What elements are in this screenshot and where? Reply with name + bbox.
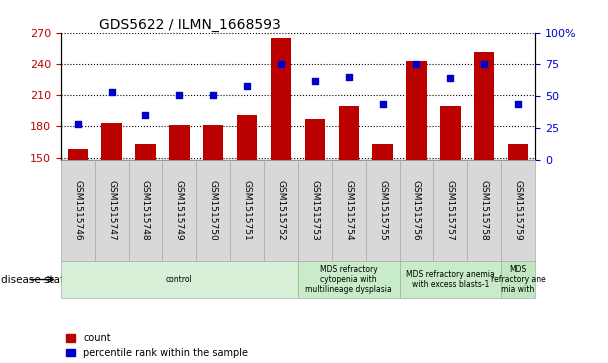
Point bbox=[310, 78, 320, 84]
Text: GSM1515749: GSM1515749 bbox=[175, 180, 184, 241]
Text: GSM1515747: GSM1515747 bbox=[107, 180, 116, 241]
Bar bbox=[237, 115, 257, 160]
Text: GSM1515755: GSM1515755 bbox=[378, 180, 387, 241]
Bar bbox=[373, 144, 393, 160]
Bar bbox=[440, 106, 460, 160]
Point bbox=[446, 76, 455, 81]
Bar bbox=[474, 53, 494, 160]
Bar bbox=[339, 106, 359, 160]
Point bbox=[479, 61, 489, 68]
Text: GSM1515748: GSM1515748 bbox=[141, 180, 150, 241]
Point bbox=[344, 74, 354, 80]
Point bbox=[412, 61, 421, 68]
Text: GSM1515746: GSM1515746 bbox=[73, 180, 82, 241]
Point bbox=[276, 61, 286, 68]
Bar bbox=[169, 125, 190, 160]
Point bbox=[513, 101, 523, 107]
Point bbox=[209, 92, 218, 98]
Point bbox=[107, 90, 117, 95]
Bar bbox=[67, 149, 88, 160]
Text: GSM1515751: GSM1515751 bbox=[243, 180, 252, 241]
Text: MDS refractory anemia
with excess blasts-1: MDS refractory anemia with excess blasts… bbox=[406, 270, 495, 289]
Text: GDS5622 / ILMN_1668593: GDS5622 / ILMN_1668593 bbox=[98, 18, 280, 32]
Text: GSM1515754: GSM1515754 bbox=[344, 180, 353, 241]
Point bbox=[73, 121, 83, 127]
Text: MDS refractory
cytopenia with
multilineage dysplasia: MDS refractory cytopenia with multilinea… bbox=[305, 265, 392, 294]
Point bbox=[242, 83, 252, 89]
Bar bbox=[508, 144, 528, 160]
Point bbox=[140, 113, 150, 118]
Bar bbox=[203, 125, 223, 160]
Text: GSM1515758: GSM1515758 bbox=[480, 180, 489, 241]
Text: GSM1515752: GSM1515752 bbox=[277, 180, 286, 241]
Bar bbox=[305, 119, 325, 160]
Text: GSM1515753: GSM1515753 bbox=[310, 180, 319, 241]
Text: GSM1515750: GSM1515750 bbox=[209, 180, 218, 241]
Bar bbox=[406, 61, 427, 160]
Text: GSM1515757: GSM1515757 bbox=[446, 180, 455, 241]
Text: control: control bbox=[166, 275, 193, 284]
Bar bbox=[102, 123, 122, 160]
Legend: count, percentile rank within the sample: count, percentile rank within the sample bbox=[66, 333, 248, 358]
Text: GSM1515759: GSM1515759 bbox=[514, 180, 523, 241]
Text: GSM1515756: GSM1515756 bbox=[412, 180, 421, 241]
Point bbox=[378, 101, 387, 107]
Point bbox=[174, 92, 184, 98]
Bar bbox=[136, 144, 156, 160]
Bar bbox=[271, 38, 291, 160]
Text: disease state: disease state bbox=[1, 274, 70, 285]
Text: MDS
refractory ane
mia with: MDS refractory ane mia with bbox=[491, 265, 545, 294]
